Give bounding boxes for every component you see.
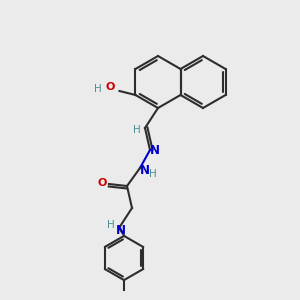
Text: H: H (107, 220, 115, 230)
Text: H: H (133, 125, 141, 135)
Text: H: H (149, 169, 157, 179)
Text: N: N (150, 143, 160, 157)
Text: O: O (97, 178, 107, 188)
Text: O: O (106, 82, 115, 92)
Text: H: H (94, 84, 101, 94)
Text: N: N (116, 224, 126, 238)
Text: N: N (140, 164, 150, 178)
